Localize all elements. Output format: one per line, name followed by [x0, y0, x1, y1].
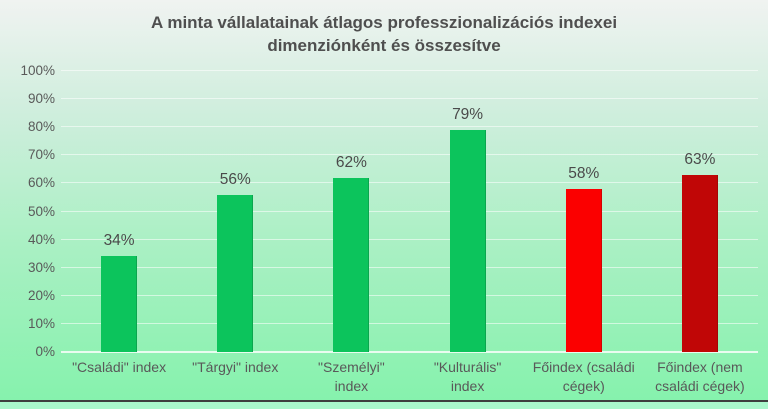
y-tick-label: 0% — [35, 344, 55, 359]
gridline — [61, 210, 758, 212]
gridline — [61, 70, 758, 71]
category-label-line: cégek) — [562, 378, 605, 394]
category-label-line: családi cégek) — [655, 378, 745, 394]
gridline — [61, 126, 758, 128]
bar — [449, 130, 486, 352]
gridline — [61, 266, 758, 268]
category-label-line: index — [450, 378, 485, 394]
y-tick-label: 70% — [27, 147, 55, 163]
category-label: Főindex (családi cégek) — [509, 358, 659, 396]
category-label: Főindex (nem családi cégek) — [625, 358, 768, 396]
category-label: "Személyi" index — [276, 358, 426, 396]
bar — [681, 174, 718, 352]
gridline — [61, 154, 758, 156]
plot-area: 34% 56% 62% 79% 58% 63% — [61, 70, 758, 353]
y-tick-label: 20% — [27, 287, 55, 303]
category-label-line: Főindex (nem — [657, 359, 743, 375]
y-tick-label: 40% — [27, 231, 55, 247]
y-tick-label: 100% — [20, 63, 55, 78]
bar-value-label: 34% — [103, 232, 135, 250]
gridline — [61, 238, 758, 240]
gridline — [61, 182, 758, 184]
chart-title: A minta vállalatainak átlagos professzio… — [150, 13, 618, 55]
category-label-line: "Családi" index — [72, 359, 167, 375]
bar — [101, 256, 138, 352]
category-label-line: "Személyi" — [318, 359, 385, 375]
gridline — [61, 98, 758, 100]
y-tick-label: 10% — [27, 315, 55, 331]
category-label-line: Főindex (családi — [532, 359, 635, 375]
bar — [333, 177, 370, 352]
y-tick-label: 80% — [27, 119, 55, 135]
y-tick-label: 90% — [27, 91, 55, 107]
category-label: "Tárgyi" index — [160, 358, 310, 377]
category-label-line: "Tárgyi" index — [192, 359, 279, 375]
chart-bottom-edge — [0, 402, 768, 409]
category-label-line: "Kulturális" — [433, 359, 502, 375]
bar — [217, 194, 254, 352]
x-axis-line — [61, 351, 758, 353]
bar-value-label: 79% — [452, 106, 484, 124]
category-label: "Kulturális" index — [393, 358, 543, 396]
y-tick-label: 30% — [27, 259, 55, 275]
bar-value-label: 62% — [335, 153, 367, 171]
bar-value-label: 63% — [684, 150, 716, 168]
gridline — [61, 322, 758, 324]
category-label: "Családi" index — [44, 358, 194, 377]
category-label-line: index — [334, 378, 369, 394]
bar — [565, 189, 602, 352]
bar-value-label: 56% — [219, 170, 251, 188]
y-tick-label: 50% — [27, 203, 55, 219]
gridline — [61, 294, 758, 296]
y-tick-label: 60% — [27, 175, 55, 191]
bar-value-label: 58% — [568, 165, 600, 183]
